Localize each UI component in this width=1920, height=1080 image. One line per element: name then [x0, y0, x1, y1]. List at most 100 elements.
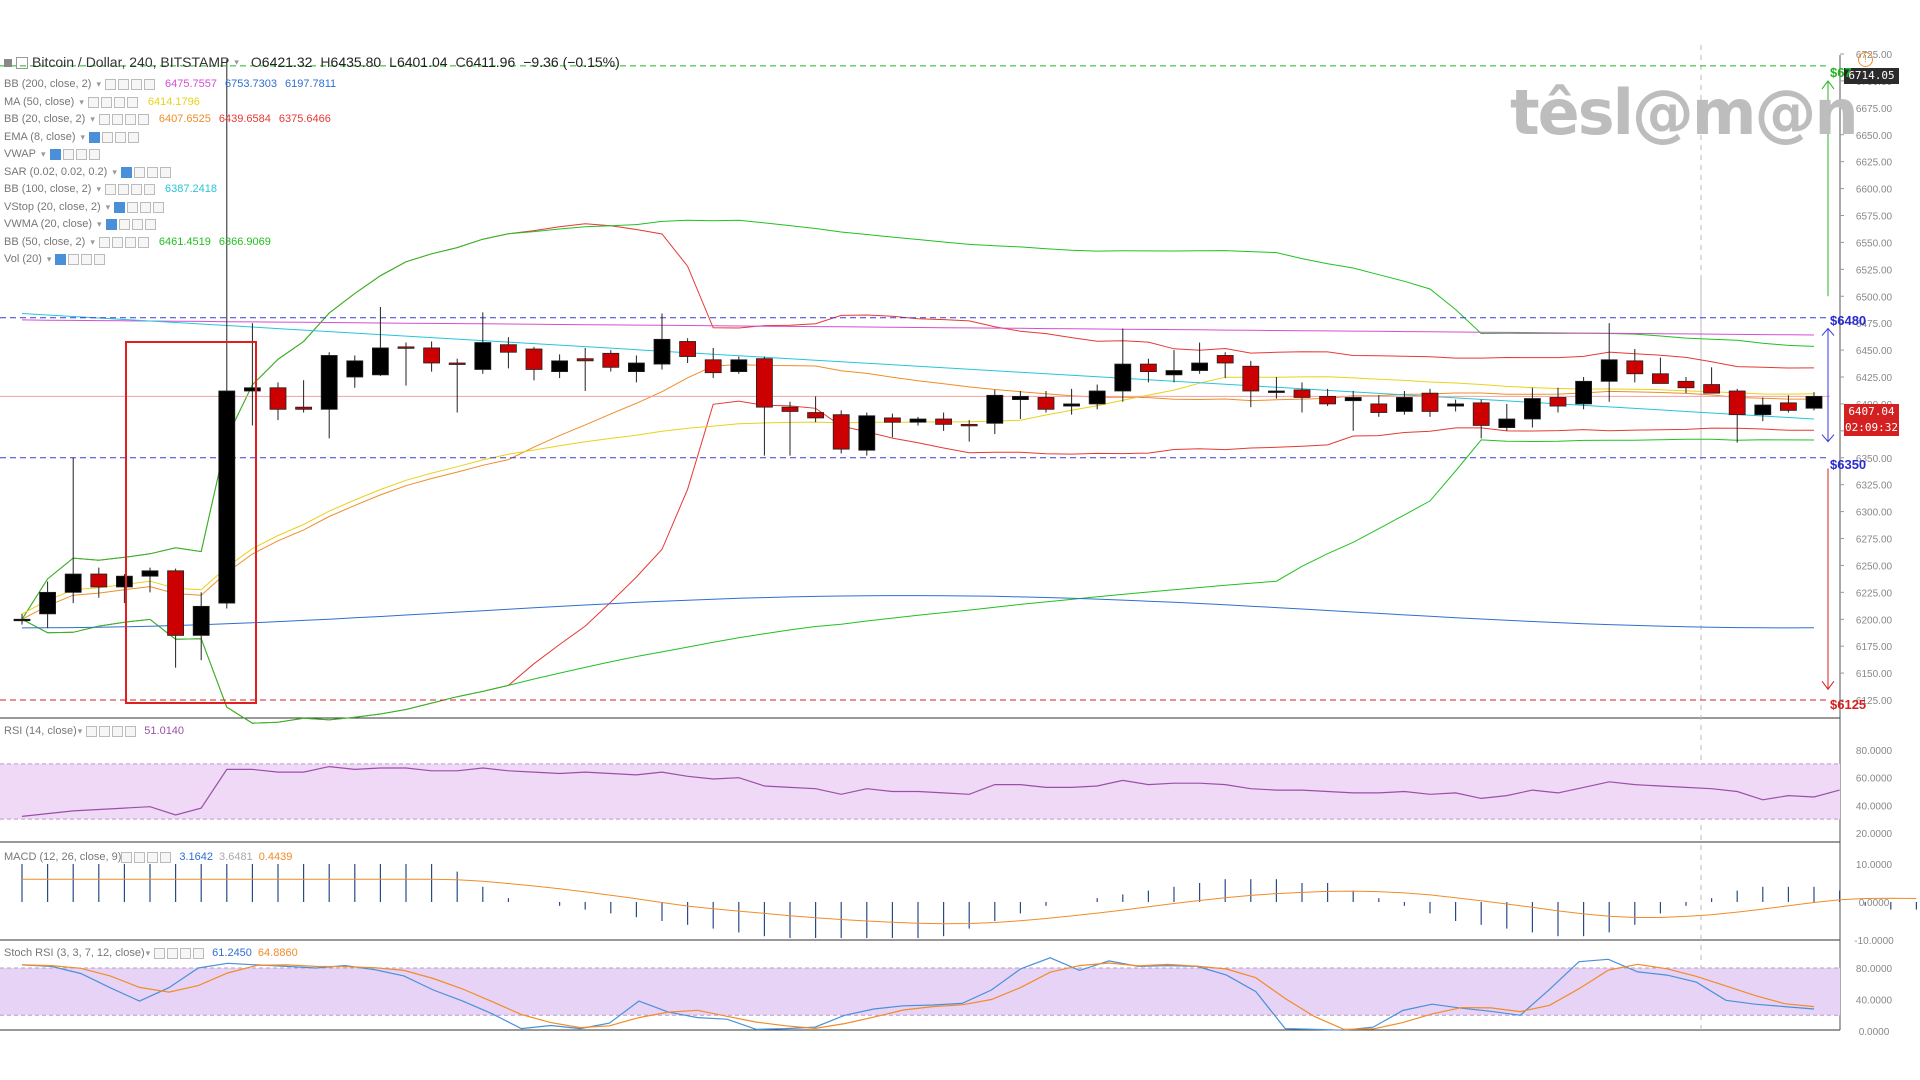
- indicator-name[interactable]: Vol (20): [4, 253, 42, 265]
- indicator-caret-icon[interactable]: ▾: [96, 79, 101, 89]
- indicator-more-icon[interactable]: [130, 184, 142, 196]
- indicator-close-icon[interactable]: [94, 254, 106, 266]
- symbol-row: Bitcoin / Dollar, 240, BITSTAMP ▾ O 6421.…: [4, 52, 620, 74]
- indicator-more-icon[interactable]: [146, 166, 158, 178]
- indicator-close-icon[interactable]: [159, 166, 171, 178]
- indicator-row: Vol (20) ▾: [4, 251, 620, 269]
- macd-more-icon[interactable]: [147, 851, 159, 863]
- indicator-name[interactable]: MA (50, close): [4, 95, 75, 108]
- indicator-name[interactable]: VWAP: [4, 148, 36, 160]
- indicator-name[interactable]: BB (50, close, 2): [4, 235, 86, 248]
- high-label: H: [320, 54, 331, 71]
- stoch-more-icon[interactable]: [180, 947, 192, 959]
- indicator-more-icon[interactable]: [81, 254, 93, 266]
- indicator-caret-icon[interactable]: ▾: [79, 96, 84, 107]
- indicator-caret-icon[interactable]: ▾: [80, 131, 86, 142]
- macd-settings-icon[interactable]: [134, 851, 146, 863]
- warning-icon[interactable]: !: [1858, 52, 1873, 67]
- indicator-more-icon[interactable]: [115, 131, 127, 143]
- indicator-eye-icon[interactable]: [89, 131, 101, 143]
- rsi-close-icon[interactable]: [125, 725, 137, 737]
- indicator-settings-icon[interactable]: [117, 79, 129, 91]
- indicator-close-icon[interactable]: [88, 149, 100, 161]
- indicator-caret-icon[interactable]: ▾: [97, 219, 102, 229]
- indicator-name[interactable]: BB (100, close, 2): [4, 183, 92, 195]
- indicator-settings-icon[interactable]: [133, 166, 145, 178]
- indicator-close-icon[interactable]: [153, 201, 165, 213]
- indicator-more-icon[interactable]: [140, 201, 152, 213]
- indicator-close-icon[interactable]: [144, 219, 156, 231]
- rsi-name[interactable]: RSI (14, close): [4, 725, 77, 737]
- indicator-name[interactable]: BB (200, close, 2): [4, 78, 92, 90]
- candle-body: [1037, 397, 1055, 410]
- collapse-icon[interactable]: [4, 59, 12, 67]
- indicator-settings-icon[interactable]: [117, 184, 129, 196]
- indicator-settings-icon[interactable]: [62, 149, 74, 161]
- macd-eye-icon[interactable]: [121, 851, 133, 863]
- indicator-caret-icon[interactable]: ▾: [90, 236, 95, 247]
- indicator-settings-icon[interactable]: [118, 219, 130, 231]
- stoch-caret-icon[interactable]: ▾: [145, 947, 151, 958]
- indicator-caret-icon[interactable]: ▾: [46, 254, 52, 264]
- indicator-name[interactable]: VWMA (20, close): [4, 218, 93, 230]
- indicator-close-icon[interactable]: [143, 184, 155, 196]
- stoch-name[interactable]: Stoch RSI (3, 3, 7, 12, close): [4, 947, 145, 959]
- indicator-eye-icon[interactable]: [87, 96, 99, 108]
- indicator-close-icon[interactable]: [126, 96, 138, 108]
- rsi-eye-icon[interactable]: [86, 725, 98, 737]
- bb20-lower-line: [21, 400, 1815, 724]
- indicator-caret-icon[interactable]: ▾: [112, 166, 117, 177]
- rsi-more-icon[interactable]: [112, 725, 124, 737]
- indicator-settings-icon[interactable]: [111, 114, 123, 126]
- indicator-eye-icon[interactable]: [104, 79, 116, 91]
- indicator-caret-icon[interactable]: ▾: [41, 149, 46, 159]
- stoch-settings-icon[interactable]: [167, 947, 179, 959]
- macd-tick-label: 0.0000: [1859, 898, 1890, 909]
- indicator-eye-icon[interactable]: [105, 219, 117, 231]
- indicator-eye-icon[interactable]: [114, 201, 126, 213]
- macd-close-icon[interactable]: [160, 851, 172, 863]
- indicator-more-icon[interactable]: [124, 236, 136, 248]
- indicator-more-icon[interactable]: [124, 114, 136, 126]
- indicator-close-icon[interactable]: [137, 114, 149, 126]
- indicator-name[interactable]: BB (20, close, 2): [4, 113, 86, 125]
- range-arrowhead-down: [1821, 434, 1835, 443]
- indicator-caret-icon[interactable]: ▾: [96, 184, 101, 194]
- indicator-name[interactable]: VStop (20, close, 2): [4, 200, 101, 213]
- indicator-settings-icon[interactable]: [111, 236, 123, 248]
- indicator-eye-icon[interactable]: [104, 184, 116, 196]
- candle-body: [884, 417, 901, 423]
- indicator-more-icon[interactable]: [75, 149, 87, 161]
- rsi-caret-icon[interactable]: ▾: [77, 725, 83, 736]
- rsi-settings-icon[interactable]: [99, 725, 111, 737]
- indicator-name[interactable]: SAR (0.02, 0.02, 0.2): [4, 165, 108, 178]
- indicator-eye-icon[interactable]: [98, 114, 110, 126]
- stoch-close-icon[interactable]: [193, 947, 205, 959]
- indicator-caret-icon[interactable]: ▾: [90, 114, 95, 124]
- price-tick-label: 6550.00: [1856, 238, 1893, 249]
- indicator-close-icon[interactable]: [137, 236, 149, 248]
- stoch-eye-icon[interactable]: [154, 947, 166, 959]
- symbol-caret-icon[interactable]: ▾: [234, 57, 239, 68]
- indicator-more-icon[interactable]: [131, 219, 143, 231]
- indicator-eye-icon[interactable]: [120, 166, 132, 178]
- indicator-name[interactable]: EMA (8, close): [4, 130, 76, 143]
- indicator-more-icon[interactable]: [130, 79, 142, 91]
- countdown-tag: 02:09:32: [1844, 420, 1899, 436]
- indicator-settings-icon[interactable]: [127, 201, 139, 213]
- indicator-eye-icon[interactable]: [49, 149, 61, 161]
- candle-body: [1012, 395, 1029, 401]
- macd-name[interactable]: MACD (12, 26, close, 9): [4, 851, 122, 863]
- indicator-more-icon[interactable]: [113, 96, 125, 108]
- indicator-eye-icon[interactable]: [55, 254, 67, 266]
- indicator-settings-icon[interactable]: [102, 131, 114, 143]
- indicator-close-icon[interactable]: [143, 79, 155, 91]
- indicator-close-icon[interactable]: [128, 131, 140, 143]
- indicator-caret-icon[interactable]: ▾: [105, 201, 111, 212]
- indicator-eye-icon[interactable]: [98, 236, 110, 248]
- chart-type-icon[interactable]: [16, 57, 28, 69]
- indicator-settings-icon[interactable]: [100, 96, 112, 108]
- symbol-title[interactable]: Bitcoin / Dollar, 240, BITSTAMP: [32, 54, 230, 71]
- indicator-settings-icon[interactable]: [68, 254, 80, 266]
